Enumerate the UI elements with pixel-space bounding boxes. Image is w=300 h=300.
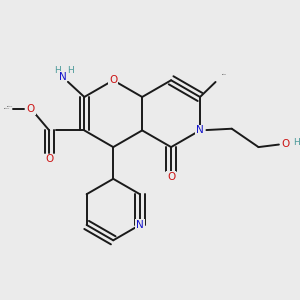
Text: H: H	[54, 66, 61, 75]
Text: O: O	[281, 139, 290, 149]
Text: N: N	[136, 220, 144, 230]
Text: H: H	[293, 138, 299, 147]
Text: methyl: methyl	[222, 74, 227, 76]
Text: H: H	[67, 66, 74, 75]
Text: methoxy: methoxy	[7, 106, 13, 107]
Text: N: N	[196, 125, 204, 135]
Text: O: O	[27, 104, 35, 114]
Text: O: O	[167, 172, 175, 182]
Text: methoxy: methoxy	[4, 107, 11, 109]
Text: O: O	[109, 75, 117, 85]
Text: N: N	[59, 72, 67, 82]
Text: O: O	[45, 154, 53, 164]
